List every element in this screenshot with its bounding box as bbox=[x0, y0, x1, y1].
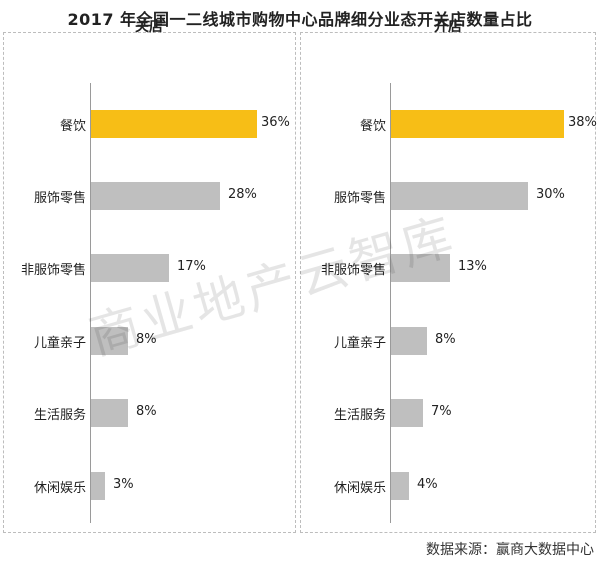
chart-title: 2017 年全国一二线城市购物中心品牌细分业态开关店数量占比 bbox=[67, 10, 533, 29]
closures-bar bbox=[91, 254, 169, 282]
closures-bar bbox=[91, 327, 128, 355]
openings-value-label: 30% bbox=[536, 187, 565, 202]
openings-bar bbox=[391, 254, 450, 282]
openings-bar bbox=[391, 472, 409, 500]
source-note: 数据来源：赢商大数据中心 bbox=[426, 542, 594, 558]
panel-openings bbox=[300, 32, 596, 533]
openings-bar bbox=[391, 327, 427, 355]
openings-value-label: 13% bbox=[458, 259, 487, 274]
closures-value-label: 17% bbox=[177, 259, 206, 274]
closures-bar bbox=[91, 182, 220, 210]
closures-axis-line bbox=[90, 83, 91, 523]
closures-bar bbox=[91, 399, 128, 427]
openings-category-label: 餐饮 bbox=[359, 119, 386, 134]
closures-value-label: 3% bbox=[113, 477, 134, 492]
closures-value-label: 8% bbox=[136, 332, 157, 347]
closures-value-label: 36% bbox=[261, 115, 290, 130]
closures-category-label: 儿童亲子 bbox=[33, 336, 86, 351]
openings-bar bbox=[391, 399, 423, 427]
openings-bar bbox=[391, 182, 528, 210]
closures-value-label: 8% bbox=[136, 404, 157, 419]
openings-value-label: 4% bbox=[417, 477, 438, 492]
openings-value-label: 7% bbox=[431, 404, 452, 419]
openings-bar bbox=[391, 110, 564, 138]
openings-panel-title: 开店 bbox=[434, 19, 462, 35]
openings-category-label: 生活服务 bbox=[333, 408, 386, 423]
closures-bar bbox=[91, 472, 105, 500]
closures-category-label: 非服饰零售 bbox=[20, 263, 86, 278]
closures-category-label: 餐饮 bbox=[59, 119, 86, 134]
openings-category-label: 休闲娱乐 bbox=[333, 481, 386, 496]
openings-category-label: 服饰零售 bbox=[333, 191, 386, 206]
openings-axis-line bbox=[390, 83, 391, 523]
closures-panel-title: 关店 bbox=[135, 19, 163, 35]
closures-category-label: 服饰零售 bbox=[33, 191, 86, 206]
openings-value-label: 38% bbox=[568, 115, 597, 130]
closures-bar bbox=[91, 110, 257, 138]
openings-category-label: 儿童亲子 bbox=[333, 336, 386, 351]
closures-value-label: 28% bbox=[228, 187, 257, 202]
closures-category-label: 休闲娱乐 bbox=[33, 481, 86, 496]
openings-value-label: 8% bbox=[435, 332, 456, 347]
closures-category-label: 生活服务 bbox=[33, 408, 86, 423]
openings-category-label: 非服饰零售 bbox=[320, 263, 386, 278]
panel-closures bbox=[3, 32, 296, 533]
